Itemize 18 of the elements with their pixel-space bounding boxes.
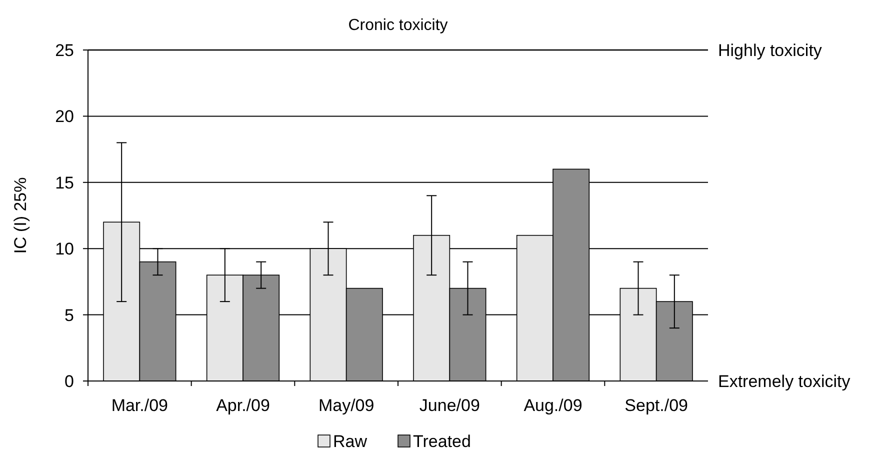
y-tick-label: 0 xyxy=(64,372,74,391)
x-tick-label: Aug./09 xyxy=(524,396,582,415)
y-tick-label: 20 xyxy=(55,107,74,126)
legend-label: Treated xyxy=(413,432,471,451)
y-tick-label: 15 xyxy=(55,173,74,192)
y-tick-label: 10 xyxy=(55,240,74,259)
y-axis-title: IC (I) 25% xyxy=(11,177,30,254)
x-tick-label: Mar./09 xyxy=(111,396,168,415)
y-tick-label: 5 xyxy=(64,306,74,325)
y-tick-label: 25 xyxy=(55,41,74,60)
x-tick-label: May/09 xyxy=(318,396,374,415)
legend-label: Raw xyxy=(333,432,368,451)
text: Extremely toxicity xyxy=(718,372,851,391)
x-tick-label: Apr./09 xyxy=(216,396,270,415)
x-tick-label: Sept./09 xyxy=(624,396,688,415)
x-tick-label: June/09 xyxy=(419,396,480,415)
ref-line-label: Highly toxicity xyxy=(718,41,822,60)
chart-title: Cronic toxicity xyxy=(348,17,448,34)
